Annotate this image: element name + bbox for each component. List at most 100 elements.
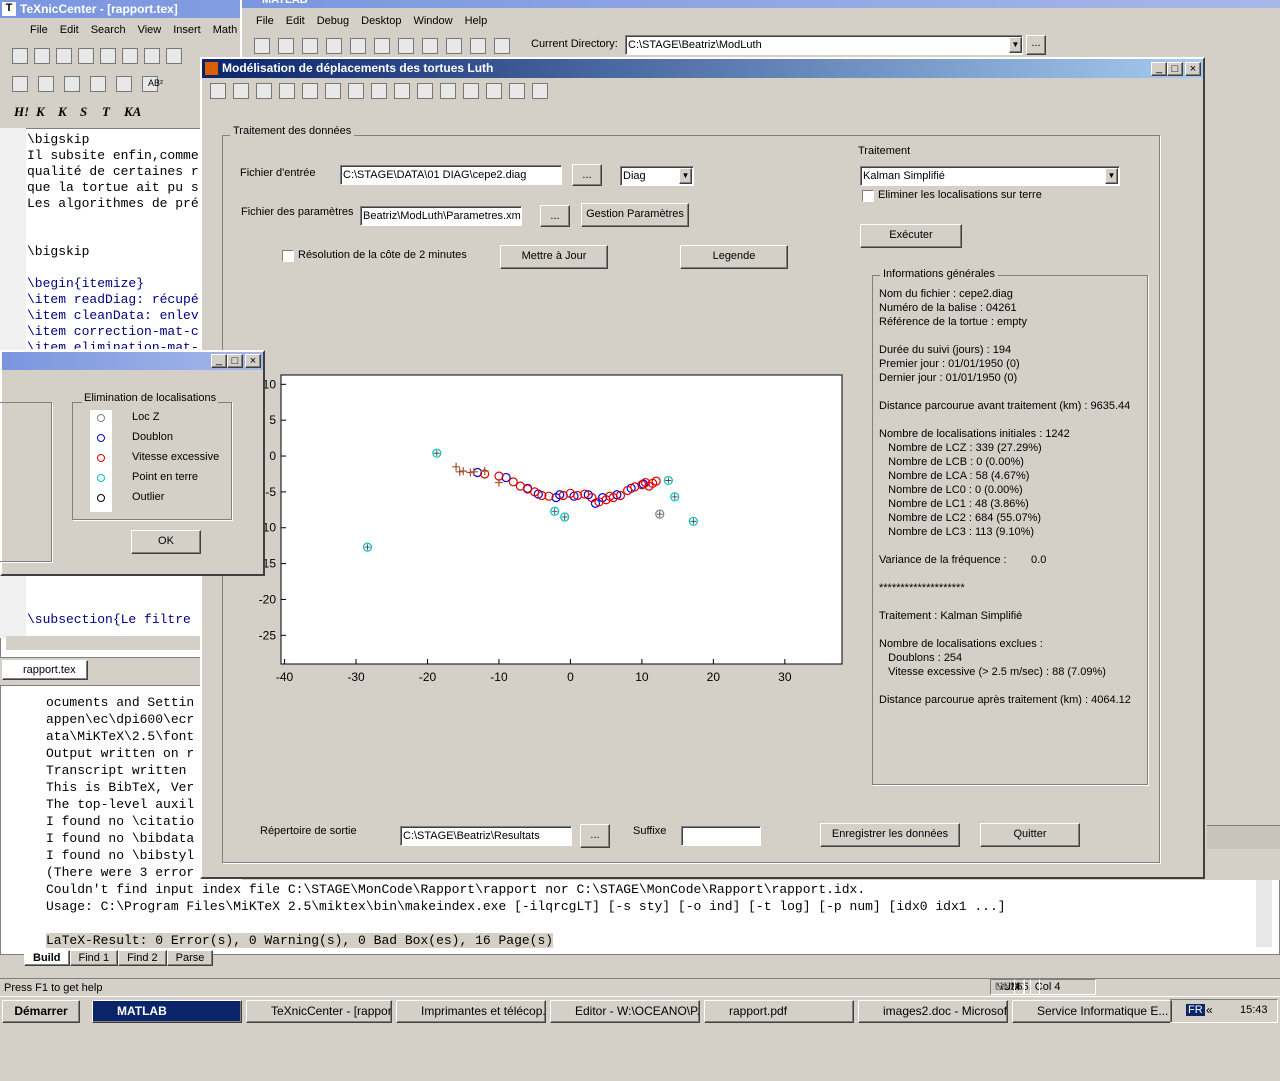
toolbar-button[interactable] — [325, 83, 341, 99]
output-dir[interactable]: C:\STAGE\Beatriz\Resultats — [400, 826, 572, 846]
toolbar-button[interactable] — [326, 38, 342, 54]
browse-button[interactable]: ... — [1026, 35, 1046, 55]
output-tab[interactable]: Find 1 — [69, 950, 119, 966]
checkbox[interactable] — [862, 190, 874, 202]
toolbar-button[interactable] — [350, 38, 366, 54]
toolbar-button[interactable] — [440, 83, 456, 99]
toolbar-button[interactable] — [348, 83, 364, 99]
toolbar-button[interactable] — [34, 48, 50, 64]
menu-item[interactable]: Help — [464, 15, 488, 27]
menu-item[interactable]: File — [256, 15, 274, 27]
browse-button[interactable]: ... — [572, 164, 602, 186]
format-button[interactable]: K — [58, 104, 67, 119]
menu-item[interactable]: Desktop — [361, 15, 402, 27]
toolbar-button[interactable] — [371, 83, 387, 99]
tray-chevron[interactable]: « — [1206, 1003, 1213, 1017]
output-tab[interactable]: Find 2 — [118, 950, 167, 966]
toolbar-button[interactable] — [116, 76, 132, 92]
toolbar-button[interactable] — [78, 48, 94, 64]
toolbar-button[interactable] — [100, 48, 116, 64]
format-button[interactable]: K — [36, 104, 45, 119]
toolbar-button[interactable] — [398, 38, 414, 54]
checkbox[interactable] — [282, 250, 294, 262]
toolbar-button[interactable] — [394, 83, 410, 99]
menu-item[interactable]: Insert — [173, 24, 201, 36]
toolbar-button[interactable] — [279, 83, 295, 99]
toolbar-button[interactable] — [56, 48, 72, 64]
toolbar-button[interactable] — [210, 83, 226, 99]
task-button[interactable]: Service Informatique E... — [1012, 1000, 1172, 1023]
toolbar-button[interactable] — [233, 83, 249, 99]
task-button[interactable]: images2.doc - Microsof... — [858, 1000, 1008, 1023]
task-button[interactable]: Editor - W:\OCEANO\P... — [550, 1000, 700, 1023]
toolbar-button[interactable] — [12, 48, 28, 64]
dropdown[interactable]: ▼ — [1009, 37, 1022, 53]
toolbar-button[interactable] — [302, 38, 318, 54]
dropdown[interactable]: ▼ — [1105, 168, 1118, 184]
format-button[interactable]: H! — [14, 104, 30, 119]
format-button[interactable]: S — [80, 104, 88, 119]
browse-button[interactable]: ... — [580, 824, 610, 848]
toolbar-button[interactable] — [374, 38, 390, 54]
legend-button[interactable]: Legende — [680, 245, 788, 269]
format-button[interactable]: KA — [124, 104, 142, 119]
toolbar-button[interactable] — [302, 83, 318, 99]
output-tab[interactable]: Parse — [166, 950, 214, 966]
format-select[interactable]: Diag — [620, 166, 694, 186]
toolbar-button[interactable] — [64, 76, 80, 92]
task-button[interactable]: TeXnicCenter - [rappor... — [246, 1000, 392, 1023]
menu-item[interactable]: Debug — [316, 15, 350, 27]
menu-item[interactable]: File — [30, 24, 48, 36]
close-button[interactable]: × — [1185, 62, 1201, 76]
minimize-button[interactable]: _ — [1151, 62, 1167, 76]
menu-item[interactable]: Math — [212, 24, 238, 36]
toolbar-button[interactable] — [38, 76, 54, 92]
save-button[interactable]: Enregistrer les données — [820, 823, 960, 847]
toolbar-button[interactable] — [144, 48, 160, 64]
toolbar-button[interactable] — [417, 83, 433, 99]
language[interactable]: FR — [1186, 1004, 1205, 1016]
toolbar-button[interactable] — [90, 76, 106, 92]
toolbar-button[interactable] — [142, 76, 158, 92]
toolbar-button[interactable] — [254, 38, 270, 54]
ok-button[interactable]: OK — [131, 530, 201, 554]
output-tab[interactable]: Build — [24, 950, 70, 966]
file-tab[interactable]: rapport.tex — [2, 660, 88, 680]
treatment-select[interactable]: Kalman Simplifié — [860, 166, 1120, 186]
menu-item[interactable]: Window — [413, 15, 453, 27]
toolbar-button[interactable] — [12, 76, 28, 92]
toolbar-button[interactable] — [509, 83, 525, 99]
suffix-field[interactable] — [681, 826, 761, 846]
update-button[interactable]: Mettre à Jour — [500, 245, 608, 269]
toolbar-button[interactable] — [422, 38, 438, 54]
toolbar-button[interactable] — [122, 48, 138, 64]
maximize-button[interactable]: □ — [227, 354, 243, 368]
start-button[interactable]: Démarrer — [2, 1000, 80, 1023]
menu-item[interactable]: Edit — [285, 15, 305, 27]
toolbar-button[interactable] — [532, 83, 548, 99]
close-button[interactable]: × — [245, 354, 261, 368]
quit-button[interactable]: Quitter — [980, 823, 1080, 847]
current-directory[interactable]: C:\STAGE\Beatriz\ModLuth — [625, 35, 1023, 55]
format-button[interactable]: T — [102, 104, 110, 119]
dropdown[interactable]: ▼ — [679, 168, 692, 184]
maximize-button[interactable]: □ — [1167, 62, 1183, 76]
browse-button[interactable]: ... — [540, 205, 570, 227]
toolbar-button[interactable] — [494, 38, 510, 54]
toolbar-button[interactable] — [470, 38, 486, 54]
params-file[interactable]: Beatriz\ModLuth\Parametres.xml — [360, 206, 522, 226]
toolbar-button[interactable] — [256, 83, 272, 99]
toolbar-button[interactable] — [166, 48, 182, 64]
execute-button[interactable]: Exécuter — [860, 224, 962, 248]
toolbar-button[interactable] — [278, 38, 294, 54]
minimize-button[interactable]: _ — [211, 354, 227, 368]
menu-item[interactable]: View — [137, 24, 162, 36]
menu-item[interactable]: Edit — [59, 24, 79, 36]
h-scrollbar[interactable] — [6, 636, 236, 650]
task-button[interactable]: rapport.pdf — [704, 1000, 854, 1023]
toolbar-button[interactable] — [446, 38, 462, 54]
params-button[interactable]: Gestion Paramètres — [581, 203, 689, 227]
menu-item[interactable]: Search — [90, 24, 126, 36]
task-button[interactable]: MATLAB — [92, 1000, 242, 1023]
task-button[interactable]: Imprimantes et télécop... — [396, 1000, 546, 1023]
